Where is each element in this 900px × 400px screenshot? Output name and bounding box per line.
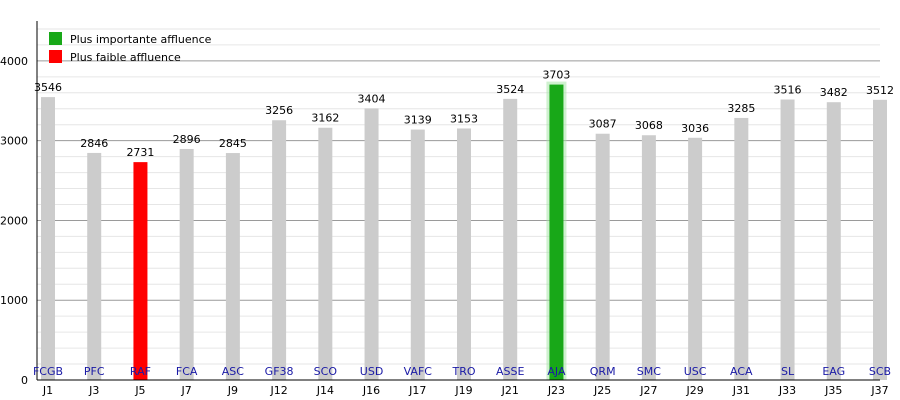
- bar: [780, 99, 795, 380]
- team-label: FCA: [176, 365, 198, 378]
- value-label: 2896: [173, 133, 201, 146]
- legend: Plus importante affluence Plus faible af…: [49, 32, 212, 64]
- bar: [688, 137, 703, 380]
- bar: [734, 117, 749, 381]
- y-axis-ticks: 0 1000 2000 3000 4000: [0, 55, 28, 387]
- x-tick-label: J1: [42, 384, 53, 397]
- value-label: 3036: [681, 122, 709, 135]
- x-tick-label: J7: [181, 384, 192, 397]
- y-tick-label: 4000: [0, 55, 28, 68]
- value-label: 3087: [589, 118, 617, 131]
- team-label: SMC: [637, 365, 661, 378]
- value-label: 3139: [404, 114, 432, 127]
- x-tick-label: J5: [134, 384, 145, 397]
- team-label: FCGB: [33, 365, 63, 378]
- x-tick-label: J19: [454, 384, 472, 397]
- bar: [549, 84, 564, 380]
- team-label: QRM: [590, 365, 616, 378]
- x-tick-label: J12: [269, 384, 287, 397]
- team-label: PFC: [84, 365, 105, 378]
- value-label: 3153: [450, 112, 478, 125]
- team-label: TRO: [451, 365, 475, 378]
- bar: [641, 135, 656, 380]
- bar: [826, 102, 841, 380]
- x-tick-label: J14: [316, 384, 334, 397]
- value-label: 3512: [866, 84, 894, 97]
- x-tick-label: J9: [227, 384, 238, 397]
- team-label: AJA: [547, 365, 566, 378]
- x-tick-label: J23: [547, 384, 565, 397]
- bars: [41, 81, 887, 381]
- value-label: 3068: [635, 119, 663, 132]
- team-label: ASC: [222, 365, 245, 378]
- value-label: 3256: [265, 104, 293, 117]
- x-tick-label: J33: [778, 384, 796, 397]
- value-label: 3546: [34, 81, 62, 94]
- team-label: GF38: [265, 365, 294, 378]
- value-label: 2846: [80, 137, 108, 150]
- x-tick-label: J25: [593, 384, 611, 397]
- value-label: 3162: [311, 112, 339, 125]
- bar: [179, 148, 194, 380]
- team-label: VAFC: [404, 365, 433, 378]
- x-tick-label: J29: [685, 384, 703, 397]
- value-label: 3703: [542, 69, 570, 82]
- value-label: 3524: [496, 83, 524, 96]
- bar: [364, 108, 379, 380]
- legend-swatch-highest: [49, 32, 62, 45]
- bar: [873, 99, 887, 381]
- bar: [41, 97, 55, 380]
- x-tick-label: J35: [824, 384, 842, 397]
- x-tick-label: J17: [408, 384, 426, 397]
- x-tick-label: J27: [639, 384, 657, 397]
- axes: [36, 21, 880, 381]
- team-label: SCB: [869, 365, 891, 378]
- value-label: 2731: [126, 146, 154, 159]
- bar: [503, 98, 518, 381]
- bar: [87, 152, 102, 380]
- bar: [133, 162, 148, 380]
- value-label: 3285: [727, 102, 755, 115]
- value-label: 2845: [219, 137, 247, 150]
- legend-label-lowest: Plus faible affluence: [70, 51, 181, 64]
- x-tick-label: J16: [362, 384, 380, 397]
- y-tick-label: 1000: [0, 294, 28, 307]
- bar: [225, 153, 240, 380]
- bar: [410, 129, 425, 380]
- team-label: USC: [684, 365, 707, 378]
- bar: [595, 133, 610, 380]
- team-label: ASSE: [496, 365, 524, 378]
- legend-swatch-lowest: [49, 50, 62, 63]
- team-label: SL: [781, 365, 795, 378]
- value-label: 3482: [820, 86, 848, 99]
- team-label: RAF: [130, 365, 151, 378]
- y-tick-label: 3000: [0, 135, 28, 148]
- bar: [318, 127, 333, 380]
- value-label: 3516: [774, 84, 802, 97]
- y-tick-label: 0: [21, 374, 28, 387]
- legend-label-highest: Plus importante affluence: [70, 33, 212, 46]
- team-label: EAG: [822, 365, 845, 378]
- team-label: USD: [360, 365, 384, 378]
- labels: 3546 FCGB J1 2846 PFC J3 2731 RAF J5 2896 FCA J7 284…: [33, 69, 894, 397]
- value-label: 3404: [358, 92, 386, 105]
- bar: [457, 128, 471, 380]
- y-tick-label: 2000: [0, 214, 28, 227]
- team-label: SCO: [314, 365, 338, 378]
- team-label: ACA: [730, 365, 753, 378]
- x-tick-label: J21: [501, 384, 519, 397]
- x-tick-label: J31: [732, 384, 750, 397]
- bar: [272, 120, 287, 380]
- x-tick-label: J37: [870, 384, 888, 397]
- x-tick-label: J3: [88, 384, 99, 397]
